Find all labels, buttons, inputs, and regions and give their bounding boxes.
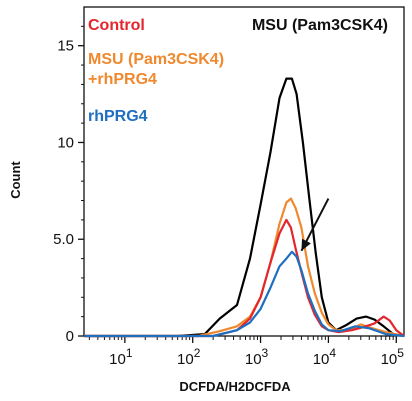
- x-tick-label: 102: [177, 346, 201, 368]
- series-line-3: [84, 250, 405, 338]
- x-tick-base: 10: [381, 351, 398, 368]
- annotation-arrow-head: [301, 238, 311, 251]
- x-tick-exponent: 1: [126, 346, 133, 360]
- y-tick-label: 5.0: [53, 231, 74, 248]
- series-layer: [84, 77, 405, 338]
- chart-title: MSU (Pam3CSK4): [252, 17, 388, 34]
- plot-border: [83, 6, 405, 337]
- plot-frame: [83, 6, 405, 337]
- series-line-0: [84, 77, 405, 338]
- x-axis-title: DCFDA/H2DCFDA: [179, 379, 291, 394]
- legend-entry: Control: [88, 17, 145, 34]
- x-tick-base: 10: [177, 351, 194, 368]
- series-line-2: [84, 218, 405, 338]
- y-tick-marks: [78, 25, 84, 337]
- x-tick-label: 103: [245, 346, 269, 368]
- y-axis-title: Count: [8, 161, 23, 199]
- legend-entry: MSU (Pam3CSK4): [88, 51, 224, 68]
- x-tick-labels: 101 102 103 104 105: [109, 346, 404, 368]
- x-tick-exponent: 4: [329, 346, 336, 360]
- y-tick-label: 10: [57, 134, 74, 151]
- x-tick-exponent: 2: [194, 346, 201, 360]
- x-tick-exponent: 3: [262, 346, 269, 360]
- y-tick-label: 0: [66, 328, 74, 345]
- x-tick-base: 10: [245, 351, 262, 368]
- x-tick-base: 10: [109, 351, 126, 368]
- x-tick-base: 10: [313, 351, 330, 368]
- y-tick-labels: 0 5.0 10 15: [53, 38, 74, 345]
- legend: Control MSU (Pam3CSK4) +rhPRG4 rhPRG4: [88, 17, 224, 125]
- y-tick-label: 15: [57, 38, 74, 55]
- annotation-layer: [300, 198, 330, 252]
- x-tick-label: 104: [313, 346, 337, 368]
- legend-entry: rhPRG4: [88, 108, 148, 125]
- series-line-1: [84, 197, 405, 338]
- x-tick-exponent: 5: [397, 346, 404, 360]
- x-tick-label: 105: [381, 346, 405, 368]
- x-tick-label: 101: [109, 346, 133, 368]
- legend-entry: +rhPRG4: [88, 71, 157, 88]
